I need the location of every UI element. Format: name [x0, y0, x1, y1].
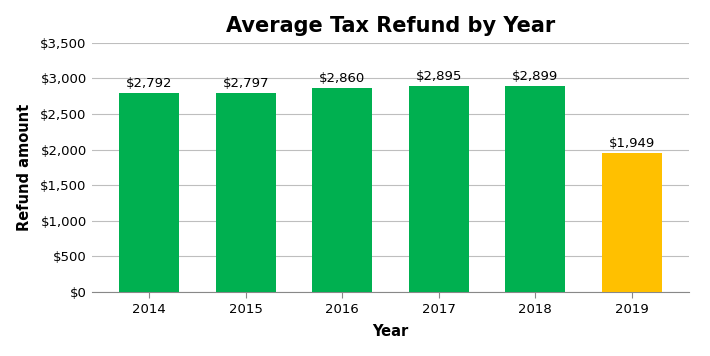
- Text: $2,797: $2,797: [222, 77, 269, 90]
- X-axis label: Year: Year: [372, 324, 409, 339]
- Text: $2,860: $2,860: [319, 72, 366, 85]
- Text: $2,792: $2,792: [126, 77, 173, 90]
- Bar: [506, 85, 565, 292]
- Bar: [312, 88, 372, 292]
- Text: $2,895: $2,895: [415, 70, 462, 83]
- Y-axis label: Refund amount: Refund amount: [17, 104, 32, 231]
- Bar: [409, 86, 469, 292]
- Bar: [216, 93, 275, 292]
- Text: $1,949: $1,949: [608, 137, 655, 150]
- Text: $2,899: $2,899: [512, 70, 558, 83]
- Bar: [602, 153, 662, 292]
- Bar: [119, 93, 179, 292]
- Title: Average Tax Refund by Year: Average Tax Refund by Year: [226, 16, 555, 36]
